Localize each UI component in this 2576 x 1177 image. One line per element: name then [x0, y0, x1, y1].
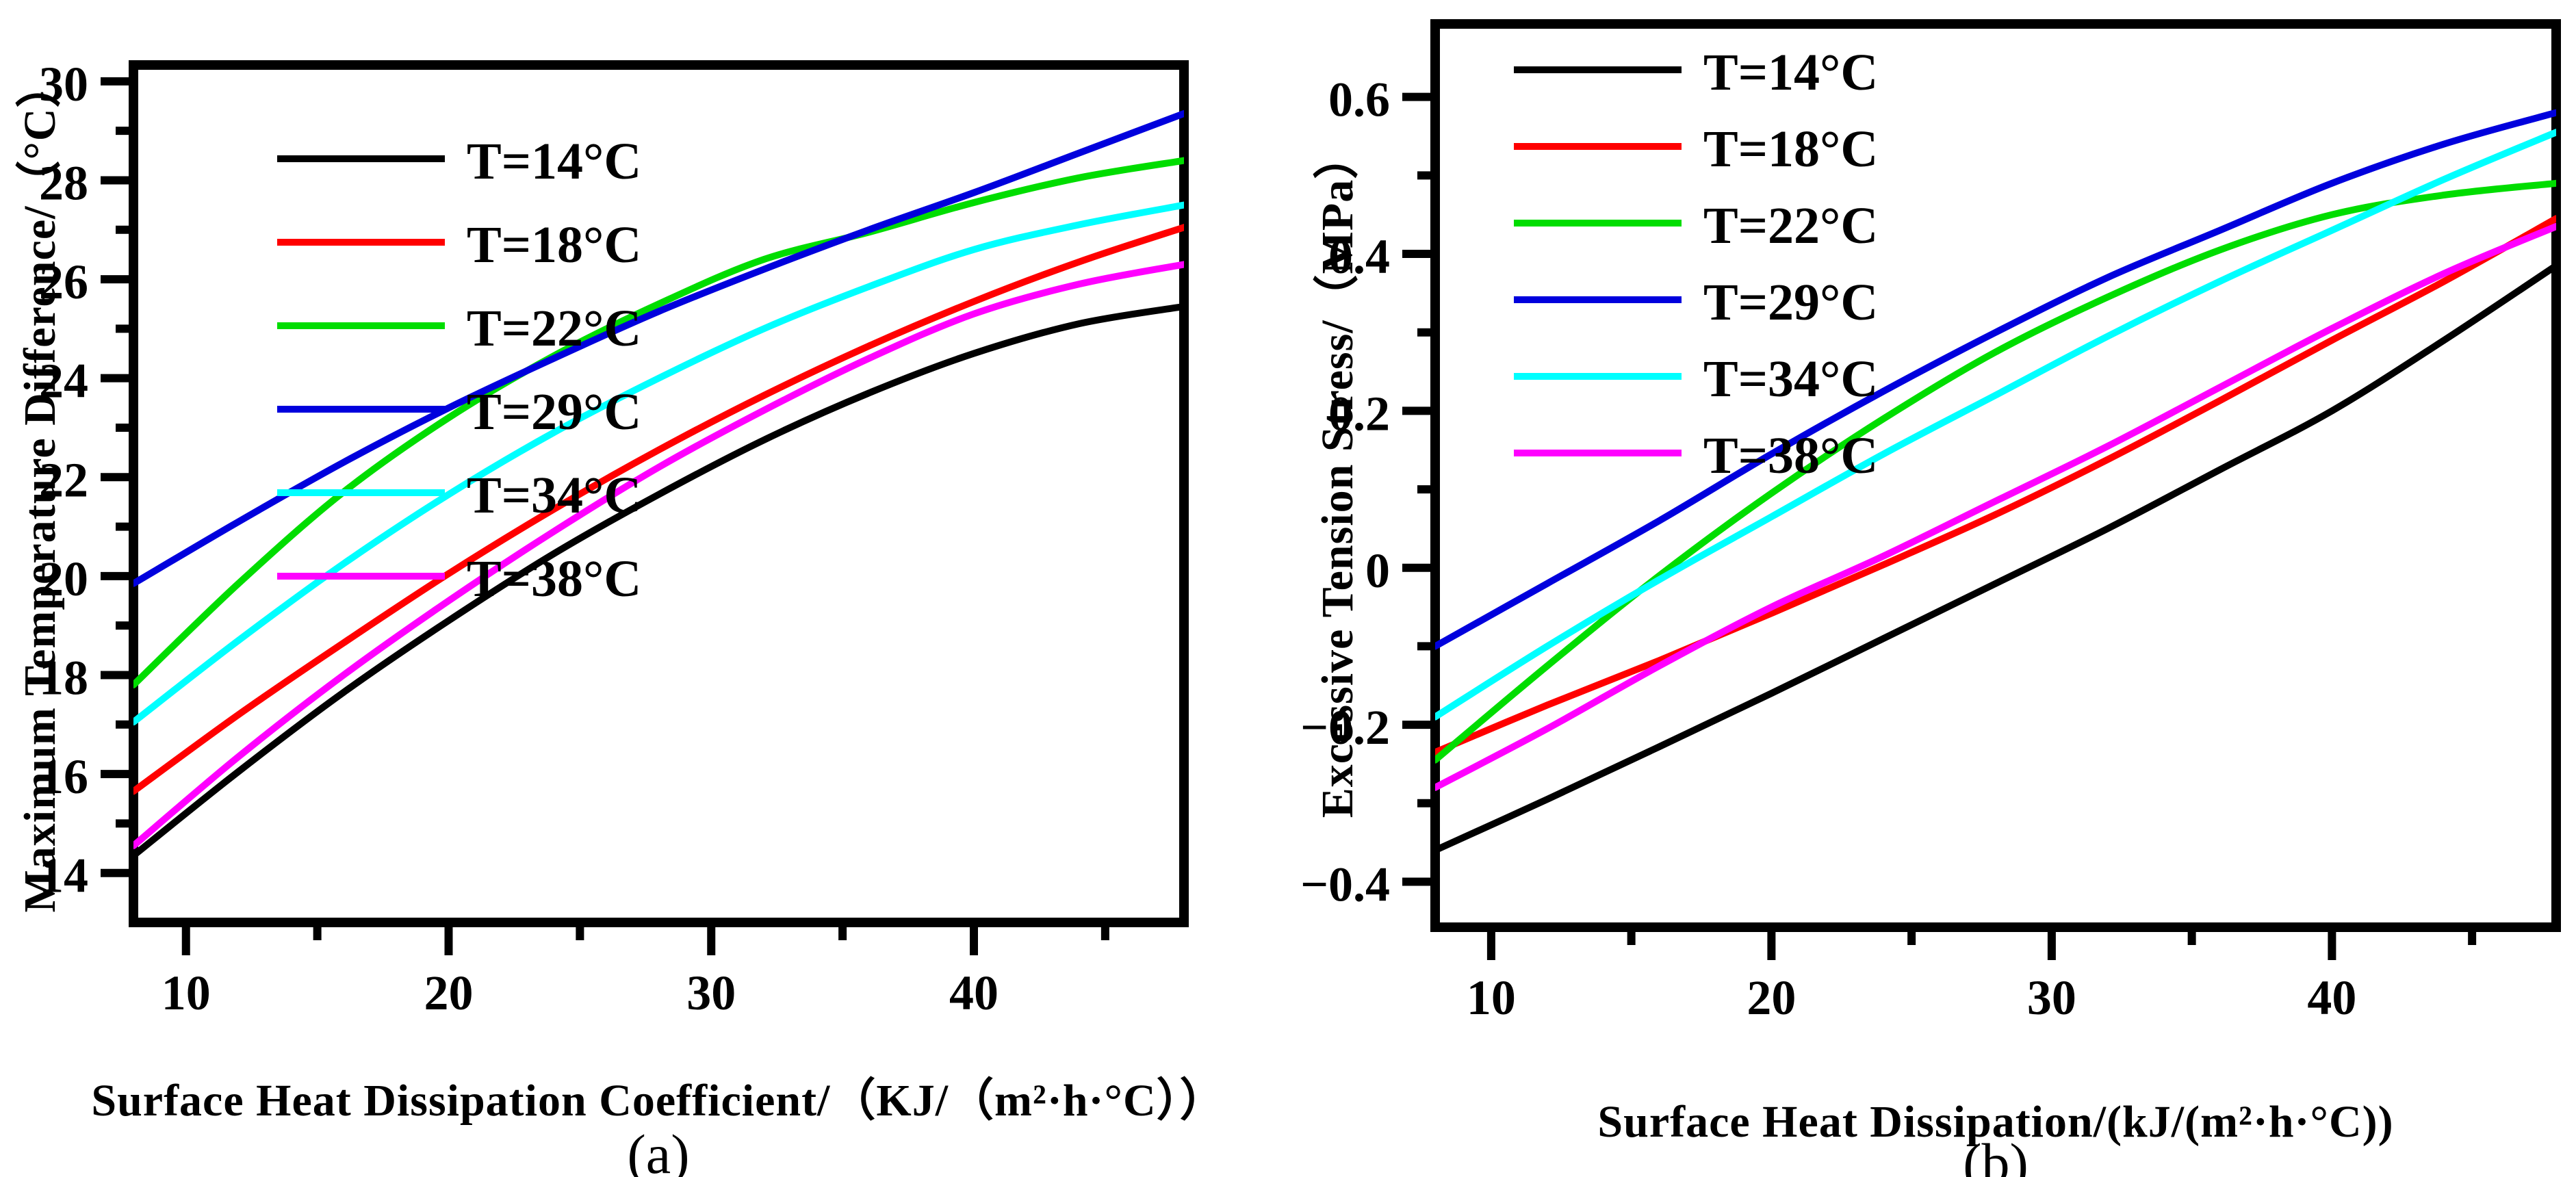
- series-line-34: [1435, 129, 2556, 721]
- series-line-38: [1435, 222, 2556, 791]
- y-tick-label: 22: [39, 452, 88, 507]
- x-tick-label: 10: [1467, 970, 1516, 1025]
- y-axis-label-a: Maximum Temperature Difference/（°C）: [15, 62, 65, 913]
- x-tick-label: 10: [162, 966, 211, 1020]
- legend-label: T=29°C: [467, 383, 641, 441]
- chart-panel-a: 10 20 30 40141618202224262830T=14°CT=18°CT=…: [39, 57, 1189, 1020]
- y-tick-label: 0.4: [1328, 229, 1390, 284]
- series-line-38: [133, 261, 1184, 849]
- x-tick-label: 20: [424, 966, 474, 1020]
- curves-b: [1435, 109, 2556, 854]
- legend-label: T=22°C: [467, 300, 641, 357]
- series-line-14: [133, 302, 1184, 859]
- legend-label: T=18°C: [467, 216, 641, 274]
- x-tick-label: 30: [2027, 970, 2076, 1025]
- x-axis-label-b: Surface Heat Dissipation/(kJ/(m²·h·°C)): [1597, 1097, 2394, 1147]
- legend-label: T=14°C: [467, 133, 641, 190]
- x-axis-label-a: Surface Heat Dissipation Coefficient/（KJ…: [91, 1076, 1226, 1126]
- plot-frame-a: [129, 60, 1189, 927]
- y-tick-label: −0.4: [1300, 857, 1390, 911]
- series-line-34: [133, 201, 1184, 726]
- caption-b: (b): [1963, 1132, 2028, 1177]
- y-tick-label: 0.2: [1328, 386, 1390, 441]
- legend-a: T=14°C T=18°C T=22°C T=29°C T=34°C T=38°C: [277, 133, 641, 608]
- legend-label: T=29°C: [1703, 274, 1878, 331]
- y-tick-label: 26: [39, 255, 88, 309]
- caption-a: (a): [627, 1123, 690, 1177]
- legend-label: T=22°C: [1703, 197, 1878, 255]
- series-line-18: [1435, 215, 2556, 756]
- legend-label: T=38°C: [1703, 427, 1878, 484]
- series-line-22: [1435, 179, 2556, 764]
- legend-label: T=34°C: [467, 467, 641, 524]
- legend-label: T=14°C: [1703, 44, 1878, 101]
- y-tick-label: 28: [39, 155, 88, 210]
- series-line-29: [1435, 109, 2556, 650]
- y-tick-label: 30: [39, 57, 88, 112]
- legend-b: T=14°C T=18°C T=22°C T=29°C T=34°C T=38°C: [1514, 44, 1878, 484]
- y-tick-label: 14: [39, 849, 88, 903]
- series-line-14: [1435, 262, 2556, 854]
- plot-frame-b: [1430, 19, 2561, 932]
- x-tick-label: 40: [949, 966, 999, 1020]
- y-tick-label: 20: [39, 552, 88, 606]
- x-tick-label: 20: [1747, 970, 1796, 1025]
- y-tick-label: 0: [1365, 543, 1390, 598]
- legend-label: T=38°C: [467, 550, 641, 608]
- y-tick-label: 16: [39, 749, 88, 804]
- y-tick-label: −0.2: [1300, 700, 1390, 755]
- y-tick-label: 0.6: [1328, 73, 1390, 127]
- y-tick-label: 24: [39, 354, 88, 409]
- legend-label: T=18°C: [1703, 120, 1878, 178]
- series-line-18: [133, 224, 1184, 795]
- series-line-29: [133, 109, 1184, 587]
- x-tick-label: 30: [686, 966, 736, 1020]
- curves-a: [133, 109, 1184, 859]
- x-tick-label: 40: [2307, 970, 2356, 1025]
- y-axis-label-b: Excessive Tension Stress/（MPa）: [1313, 133, 1363, 818]
- legend-label: T=34°C: [1703, 350, 1878, 408]
- series-line-22: [133, 157, 1184, 688]
- chart-panel-b: 10 20 30 40−0.4−0.200.20.40.6 T=14°CT=18°CT=…: [1300, 19, 2561, 1025]
- y-tick-label: 18: [39, 650, 88, 705]
